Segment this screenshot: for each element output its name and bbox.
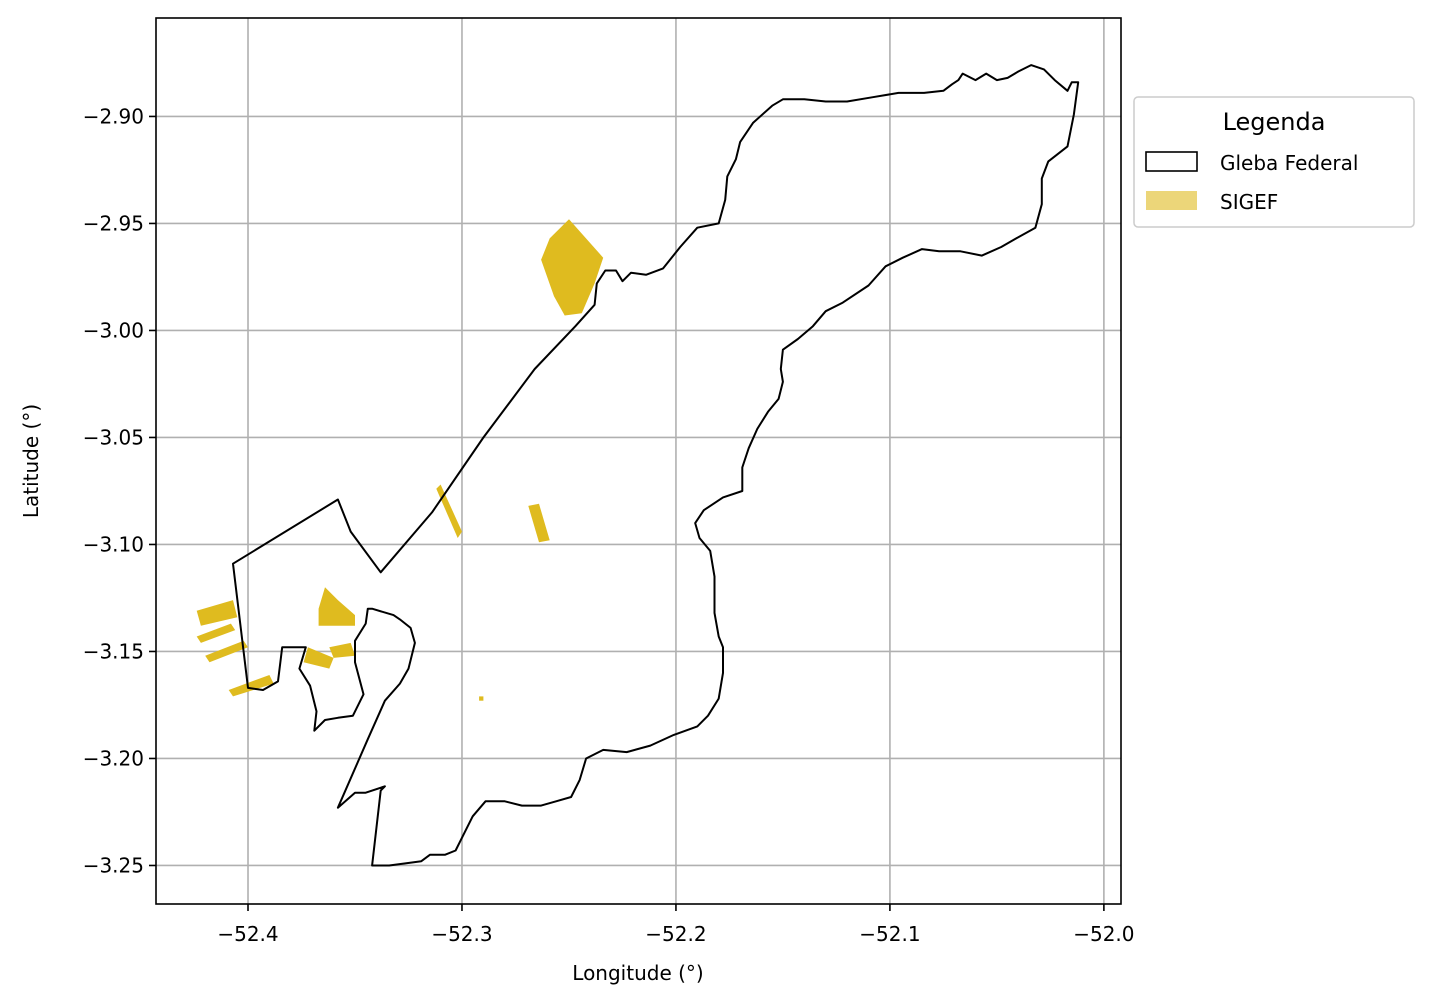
y-tick-label: −2.95	[83, 211, 144, 235]
sigef-parcel	[541, 219, 604, 316]
y-tick-label: −2.90	[83, 104, 144, 128]
sigef-parcel	[479, 696, 484, 701]
x-tick-label: −52.3	[431, 922, 492, 946]
x-tick-label: −52.1	[859, 922, 920, 946]
x-tick-label: −52.4	[217, 922, 278, 946]
y-tick-label: −3.15	[83, 639, 144, 663]
y-axis: −2.90 −2.95 −3.00 −3.05 −3.10 −3.15 −3.20 −3.25	[83, 104, 156, 877]
sigef-parcel	[303, 647, 334, 669]
sigef-parcel	[228, 675, 274, 697]
gridlines	[156, 18, 1121, 904]
legend: Legenda Gleba Federal SIGEF	[1133, 96, 1415, 228]
plot-frame	[155, 17, 1122, 905]
x-tick-label: −52.2	[645, 922, 706, 946]
y-tick-label: −3.05	[83, 425, 144, 449]
legend-title: Legenda	[1223, 108, 1326, 136]
legend-label-sigef: SIGEF	[1220, 190, 1278, 214]
sigef-parcel	[205, 640, 248, 663]
x-axis-title: Longitude (°)	[572, 961, 703, 985]
gleba-federal-layer	[232, 64, 1080, 867]
x-axis: −52.4 −52.3 −52.2 −52.1 −52.0	[217, 904, 1135, 946]
legend-box	[1133, 96, 1415, 228]
sigef-parcel	[196, 600, 238, 626]
legend-swatch-sigef	[1146, 191, 1197, 210]
y-axis-title: Latitude (°)	[19, 404, 43, 518]
legend-swatch-gleba-federal	[1145, 151, 1198, 172]
plot-area	[155, 17, 1122, 905]
gleba-federal-boundary	[232, 64, 1080, 867]
legend-label-gleba-federal: Gleba Federal	[1220, 151, 1358, 175]
sigef-parcel	[528, 503, 550, 543]
x-tick-label: −52.0	[1073, 922, 1134, 946]
sigef-parcel	[196, 623, 236, 643]
sigef-parcel	[318, 587, 355, 626]
y-tick-label: −3.25	[83, 853, 144, 877]
y-tick-label: −3.10	[83, 532, 144, 556]
y-tick-label: −3.00	[83, 318, 144, 342]
y-tick-label: −3.20	[83, 746, 144, 770]
sigef-parcel	[329, 642, 355, 658]
